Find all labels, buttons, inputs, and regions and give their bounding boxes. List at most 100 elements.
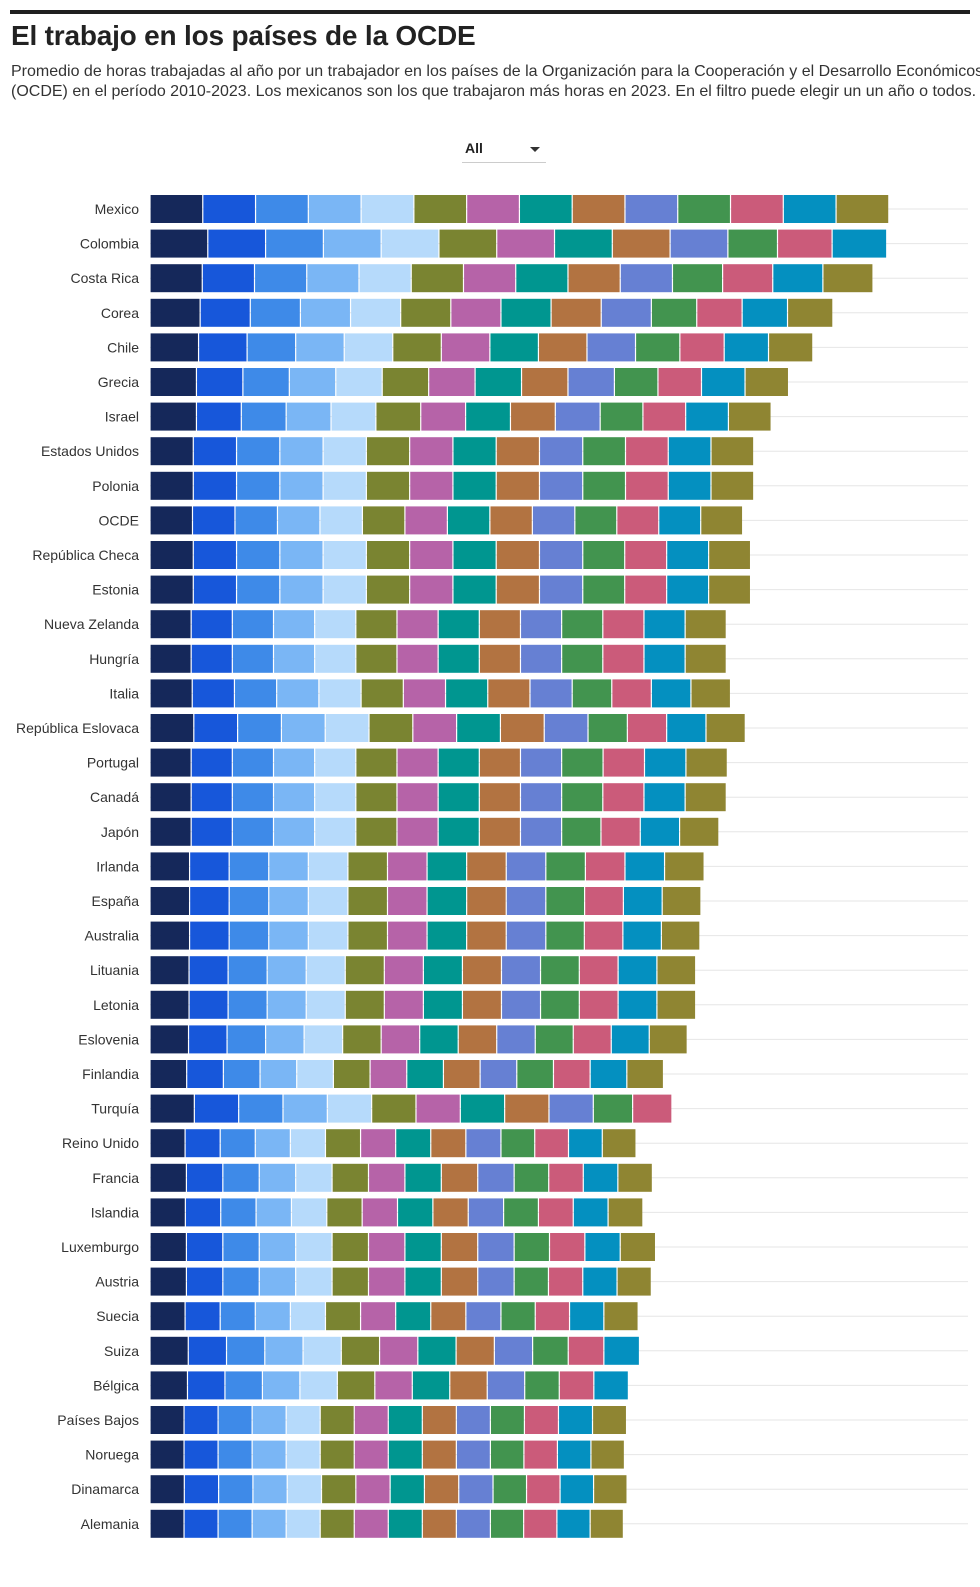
bar-segment[interactable]: Austria 2020: 1300 <box>514 1267 548 1296</box>
bar-segment[interactable]: Chile 2023: 1680 <box>769 333 813 362</box>
bar-segment[interactable]: Italia 2014: 1600 <box>319 679 361 708</box>
bar-segment[interactable]: Noruega 2018: 1290 <box>422 1440 456 1469</box>
bar-segment[interactable]: Costa Rica 2012: 1980 <box>255 264 307 293</box>
bar-segment[interactable]: Costa Rica 2022: 1900 <box>773 264 823 293</box>
bar-segment[interactable]: Polonia 2016: 1640 <box>410 471 453 500</box>
bar-segment[interactable]: Canadá 2022: 1560 <box>644 783 685 812</box>
bar-segment[interactable]: Italia 2011: 1600 <box>192 679 234 708</box>
bar-segment[interactable]: Hungría 2014: 1560 <box>315 644 356 673</box>
bar-segment[interactable]: Noruega 2011: 1290 <box>184 1440 218 1469</box>
bar-segment[interactable]: Grecia 2010: 1760 <box>150 368 196 396</box>
bar-segment[interactable]: Hungría 2011: 1560 <box>191 644 232 673</box>
bar-segment[interactable]: Chile 2014: 1840 <box>344 333 393 362</box>
bar-segment[interactable]: Eslovenia 2018: 1460 <box>458 1025 497 1054</box>
bar-segment[interactable]: Austria 2011: 1380 <box>187 1267 223 1296</box>
bar-segment[interactable]: Mexico 2023: 2000 <box>836 195 889 223</box>
bar-segment[interactable]: Finlandia 2010: 1390 <box>150 1060 187 1088</box>
bar-segment[interactable]: Irlanda 2018: 1500 <box>467 852 506 881</box>
bar-segment[interactable]: Islandia 2014: 1340 <box>292 1198 327 1227</box>
bar-segment[interactable]: Canadá 2019: 1560 <box>521 783 562 812</box>
bar-segment[interactable]: Noruega 2016: 1290 <box>354 1440 388 1469</box>
bar-segment[interactable]: Alemania 2012: 1290 <box>218 1509 252 1538</box>
bar-segment[interactable]: Portugal 2023: 1570 <box>686 748 727 777</box>
bar-segment[interactable]: Turquía 2018: 1680 <box>505 1094 549 1123</box>
bar-segment[interactable]: Turquía 2021: 1490 <box>633 1094 672 1123</box>
bar-segment[interactable]: Estados Unidos 2016: 1640 <box>410 437 453 466</box>
bar-segment[interactable]: España 2019: 1500 <box>506 887 546 915</box>
bar-segment[interactable]: Lituania 2011: 1480 <box>189 956 228 985</box>
bar-segment[interactable]: Japón 2019: 1560 <box>521 817 562 846</box>
bar-segment[interactable]: Francia 2016: 1380 <box>369 1163 405 1192</box>
bar-segment[interactable]: Irlanda 2016: 1500 <box>388 852 427 881</box>
bar-segment[interactable]: OCDE 2019: 1610 <box>532 506 575 535</box>
bar-segment[interactable]: Eslovenia 2021: 1440 <box>573 1025 611 1054</box>
bar-segment[interactable]: Austria 2023: 1300 <box>617 1267 651 1296</box>
bar-segment[interactable]: Turquía 2011: 1680 <box>194 1094 239 1123</box>
bar-segment[interactable]: Nueva Zelanda 2020: 1560 <box>562 610 603 639</box>
bar-segment[interactable]: Chile 2022: 1680 <box>724 333 768 362</box>
bar-segment[interactable]: Estonia 2013: 1640 <box>280 575 323 604</box>
bar-segment[interactable]: Luxemburgo 2023: 1340 <box>620 1233 655 1261</box>
bar-segment[interactable]: Letonia 2018: 1480 <box>463 990 501 1019</box>
bar-segment[interactable]: Israel 2017: 1700 <box>466 402 510 431</box>
bar-segment[interactable]: Irlanda 2021: 1500 <box>585 852 625 881</box>
bar-segment[interactable]: Israel 2016: 1700 <box>421 402 465 431</box>
bar-segment[interactable]: Suecia 2022: 1300 <box>570 1302 604 1331</box>
bar-segment[interactable]: Reino Unido 2022: 1280 <box>569 1129 602 1158</box>
bar-segment[interactable]: Lituania 2013: 1480 <box>267 956 306 985</box>
bar-segment[interactable]: Lituania 2018: 1480 <box>463 956 501 985</box>
bar-segment[interactable]: Israel 2019: 1700 <box>555 402 600 431</box>
bar-segment[interactable]: República Eslovaca 2011: 1660 <box>194 714 237 742</box>
bar-segment[interactable]: Nueva Zelanda 2013: 1560 <box>274 610 315 639</box>
bar-segment[interactable]: Estados Unidos 2015: 1640 <box>366 437 410 466</box>
bar-segment[interactable]: Chile 2021: 1680 <box>680 333 724 362</box>
bar-segment[interactable]: Irlanda 2022: 1500 <box>625 852 664 881</box>
bar-segment[interactable]: Finlandia 2023: 1390 <box>627 1060 663 1088</box>
bar-segment[interactable]: Finlandia 2016: 1390 <box>370 1060 407 1088</box>
bar-segment[interactable]: Austria 2018: 1380 <box>441 1267 478 1296</box>
bar-segment[interactable]: Grecia 2015: 1760 <box>382 368 429 396</box>
bar-segment[interactable]: Países Bajos 2015: 1290 <box>320 1406 354 1434</box>
bar-segment[interactable]: Italia 2015: 1600 <box>361 679 403 708</box>
bar-segment[interactable]: Dinamarca 2014: 1300 <box>287 1475 321 1504</box>
bar-segment[interactable]: OCDE 2014: 1610 <box>320 506 362 535</box>
bar-segment[interactable]: Chile 2016: 1840 <box>441 333 490 362</box>
bar-segment[interactable]: Italia 2019: 1600 <box>530 679 572 708</box>
bar-segment[interactable]: Letonia 2020: 1470 <box>541 990 579 1019</box>
bar-segment[interactable]: Dinamarca 2019: 1300 <box>459 1475 493 1504</box>
bar-segment[interactable]: Eslovenia 2016: 1460 <box>381 1025 420 1054</box>
bar-segment[interactable]: Países Bajos 2012: 1290 <box>218 1406 252 1434</box>
bar-segment[interactable]: Eslovenia 2015: 1460 <box>343 1025 381 1054</box>
bar-segment[interactable]: Austria 2015: 1380 <box>332 1267 368 1296</box>
bar-segment[interactable]: Portugal 2010: 1560 <box>150 748 191 777</box>
bar-segment[interactable]: Grecia 2012: 1760 <box>243 368 289 396</box>
bar-segment[interactable]: República Eslovaca 2012: 1660 <box>238 714 281 742</box>
bar-segment[interactable]: Mexico 2012: 2000 <box>256 195 308 223</box>
bar-segment[interactable]: Luxemburgo 2019: 1380 <box>478 1233 514 1261</box>
bar-segment[interactable]: Suiza 2019: 1450 <box>494 1336 533 1365</box>
bar-segment[interactable]: Dinamarca 2012: 1300 <box>219 1475 253 1504</box>
bar-segment[interactable]: República Checa 2016: 1640 <box>410 541 453 569</box>
bar-segment[interactable]: Corea 2023: 1720 <box>788 298 833 327</box>
bar-segment[interactable]: Irlanda 2017: 1500 <box>427 852 467 881</box>
bar-segment[interactable]: Colombia 2015: 2190 <box>439 229 497 258</box>
bar-segment[interactable]: Irlanda 2010: 1500 <box>150 852 189 881</box>
bar-segment[interactable]: Grecia 2022: 1650 <box>702 368 745 396</box>
bar-segment[interactable]: Austria 2019: 1380 <box>478 1267 514 1296</box>
bar-segment[interactable]: Portugal 2019: 1560 <box>521 748 562 777</box>
bar-segment[interactable]: Portugal 2020: 1570 <box>562 748 603 777</box>
bar-segment[interactable]: Grecia 2014: 1760 <box>336 368 382 396</box>
bar-segment[interactable]: Grecia 2019: 1760 <box>568 368 614 396</box>
bar-segment[interactable]: OCDE 2013: 1610 <box>278 506 320 535</box>
bar-segment[interactable]: Colombia 2018: 2190 <box>612 229 670 258</box>
bar-segment[interactable]: Chile 2013: 1840 <box>296 333 344 362</box>
bar-segment[interactable]: Eslovenia 2012: 1460 <box>227 1025 265 1054</box>
bar-segment[interactable]: Costa Rica 2016: 1980 <box>464 264 516 293</box>
bar-segment[interactable]: Portugal 2017: 1560 <box>438 748 479 777</box>
bar-segment[interactable]: Dinamarca 2017: 1300 <box>390 1475 424 1504</box>
bar-segment[interactable]: Corea 2021: 1720 <box>697 298 742 327</box>
bar-segment[interactable]: Noruega 2023: 1270 <box>591 1440 624 1469</box>
bar-segment[interactable]: Corea 2017: 1900 <box>501 298 551 327</box>
bar-segment[interactable]: Irlanda 2012: 1500 <box>229 852 269 881</box>
bar-segment[interactable]: Estonia 2010: 1640 <box>150 575 193 604</box>
